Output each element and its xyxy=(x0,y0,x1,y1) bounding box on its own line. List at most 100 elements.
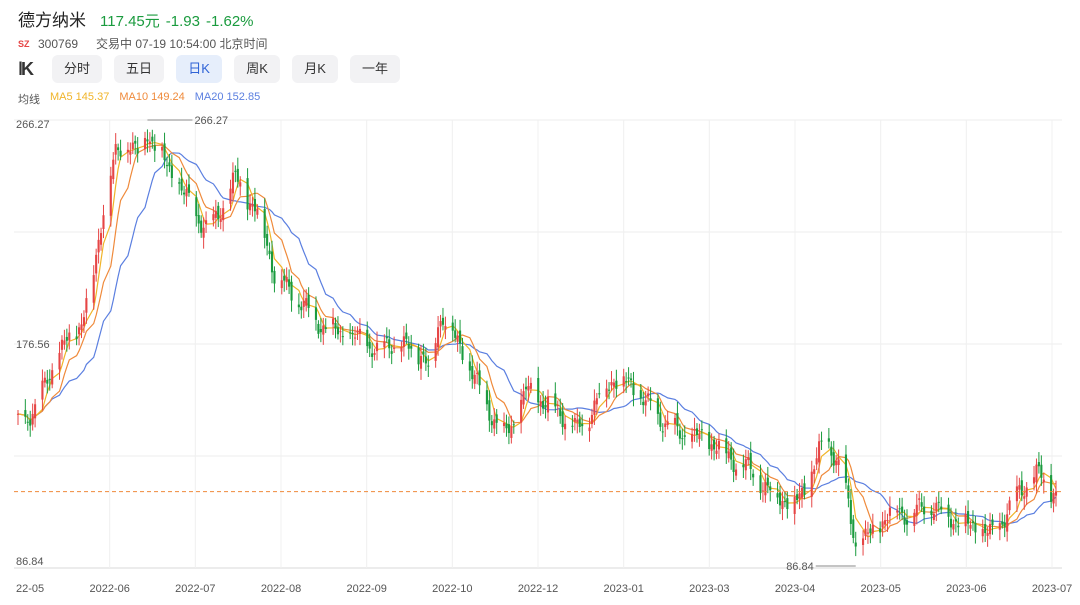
candle-body xyxy=(109,175,112,216)
candle-body xyxy=(871,524,874,534)
candle-body xyxy=(681,438,684,440)
candlestick-icon[interactable]: ǀK xyxy=(18,59,34,79)
candle-body xyxy=(581,424,584,427)
candle-body xyxy=(402,336,405,347)
candle-body xyxy=(520,399,523,423)
tab-weekly-k[interactable]: 周K xyxy=(234,55,281,83)
candle-body xyxy=(869,528,872,534)
price-summary: 117.45元 -1.93 -1.62% xyxy=(100,10,260,31)
candle-body xyxy=(1018,485,1021,490)
candle-body xyxy=(400,346,403,352)
candle-body xyxy=(300,306,303,311)
stock-name: 德方纳米 xyxy=(18,11,86,30)
candle-body xyxy=(747,457,750,461)
candle-body xyxy=(285,276,288,283)
candle-body xyxy=(542,401,545,409)
candle-body xyxy=(952,524,955,530)
candle-body xyxy=(861,538,865,545)
ma-legend-label: 均线 xyxy=(18,94,40,106)
candle-body xyxy=(930,510,933,515)
candle-body xyxy=(131,142,134,149)
quote-header: 德方纳米 117.45元 -1.93 -1.62% SZ 300769 交易中 07… xyxy=(18,6,267,52)
candle-body xyxy=(932,513,935,520)
candle-body xyxy=(146,139,149,142)
candle-body xyxy=(317,323,320,334)
tab-monthly-k[interactable]: 月K xyxy=(292,55,339,83)
candle-body xyxy=(153,145,156,151)
candle-body xyxy=(1006,514,1009,532)
ma5-line xyxy=(17,141,1057,538)
ma5-legend: MA5 145.37 xyxy=(50,91,110,103)
candle-body xyxy=(366,329,369,347)
candle-body xyxy=(217,205,220,220)
candle-body xyxy=(46,379,49,384)
candle-body xyxy=(368,341,371,349)
moving-average-legend: 均线 MA5 145.37 MA10 149.24 MA20 152.85 xyxy=(18,91,260,107)
candle-body xyxy=(744,459,747,471)
candle-body xyxy=(229,188,232,204)
candle-body xyxy=(60,339,64,350)
candle-body xyxy=(434,343,437,361)
candle-body xyxy=(964,513,967,527)
candle-body xyxy=(622,376,625,387)
candle-body xyxy=(419,356,423,369)
candle-body xyxy=(886,519,889,521)
candle-body xyxy=(974,522,977,533)
tab-daily-k[interactable]: 日K xyxy=(176,55,223,83)
candle-body xyxy=(954,519,957,522)
max-price-label: 266.27 xyxy=(194,115,228,127)
x-tick-label: 2022-07 xyxy=(175,583,215,595)
candle-body xyxy=(732,459,735,473)
candle-body xyxy=(405,332,408,339)
candle-body xyxy=(546,396,550,413)
candle-body xyxy=(388,339,391,349)
tab-one-year[interactable]: 一年 xyxy=(350,55,401,83)
candle-body xyxy=(695,428,699,435)
x-tick-label: 2023-04 xyxy=(775,583,815,595)
candle-body xyxy=(283,275,286,281)
tab-five-day[interactable]: 五日 xyxy=(114,55,165,83)
candle-body xyxy=(991,519,994,526)
candle-body xyxy=(1032,477,1036,484)
candle-body xyxy=(161,146,164,151)
candle-body xyxy=(920,502,923,507)
candle-body xyxy=(901,506,904,513)
x-tick-label: 2023-07 xyxy=(1032,583,1072,595)
candle-body xyxy=(351,332,354,335)
candle-body xyxy=(629,378,633,380)
candle-body xyxy=(1008,500,1011,511)
candle-body xyxy=(793,497,796,514)
candle-body xyxy=(471,366,474,380)
candle-body xyxy=(65,336,68,341)
candle-body xyxy=(554,393,557,407)
candle-body xyxy=(524,386,528,390)
candle-body xyxy=(796,494,799,501)
candle-body xyxy=(280,280,283,289)
candle-body xyxy=(949,518,953,528)
candle-body xyxy=(844,454,848,483)
candle-body xyxy=(385,336,388,339)
candle-body xyxy=(676,413,679,427)
candle-body xyxy=(165,165,169,167)
candle-body xyxy=(607,389,611,391)
candle-body xyxy=(661,431,664,433)
candle-body xyxy=(984,524,987,534)
candle-body xyxy=(947,504,950,517)
candle-body xyxy=(63,340,66,345)
candle-body xyxy=(913,512,916,526)
candle-body xyxy=(24,410,27,417)
candle-body xyxy=(905,520,909,525)
candle-body xyxy=(151,136,154,142)
candle-body xyxy=(1015,486,1018,502)
tab-intraday[interactable]: 分时 xyxy=(52,55,103,83)
candle-body xyxy=(422,351,425,355)
candle-body xyxy=(678,430,681,439)
chart-overlays: 266.27 86.84 xyxy=(14,115,1062,573)
candle-body xyxy=(1020,480,1023,496)
candle-body xyxy=(407,343,410,349)
candle-body xyxy=(820,440,823,442)
y-tick-label: 266.27 xyxy=(16,119,50,131)
candles xyxy=(16,129,1058,557)
candle-body xyxy=(390,351,393,354)
